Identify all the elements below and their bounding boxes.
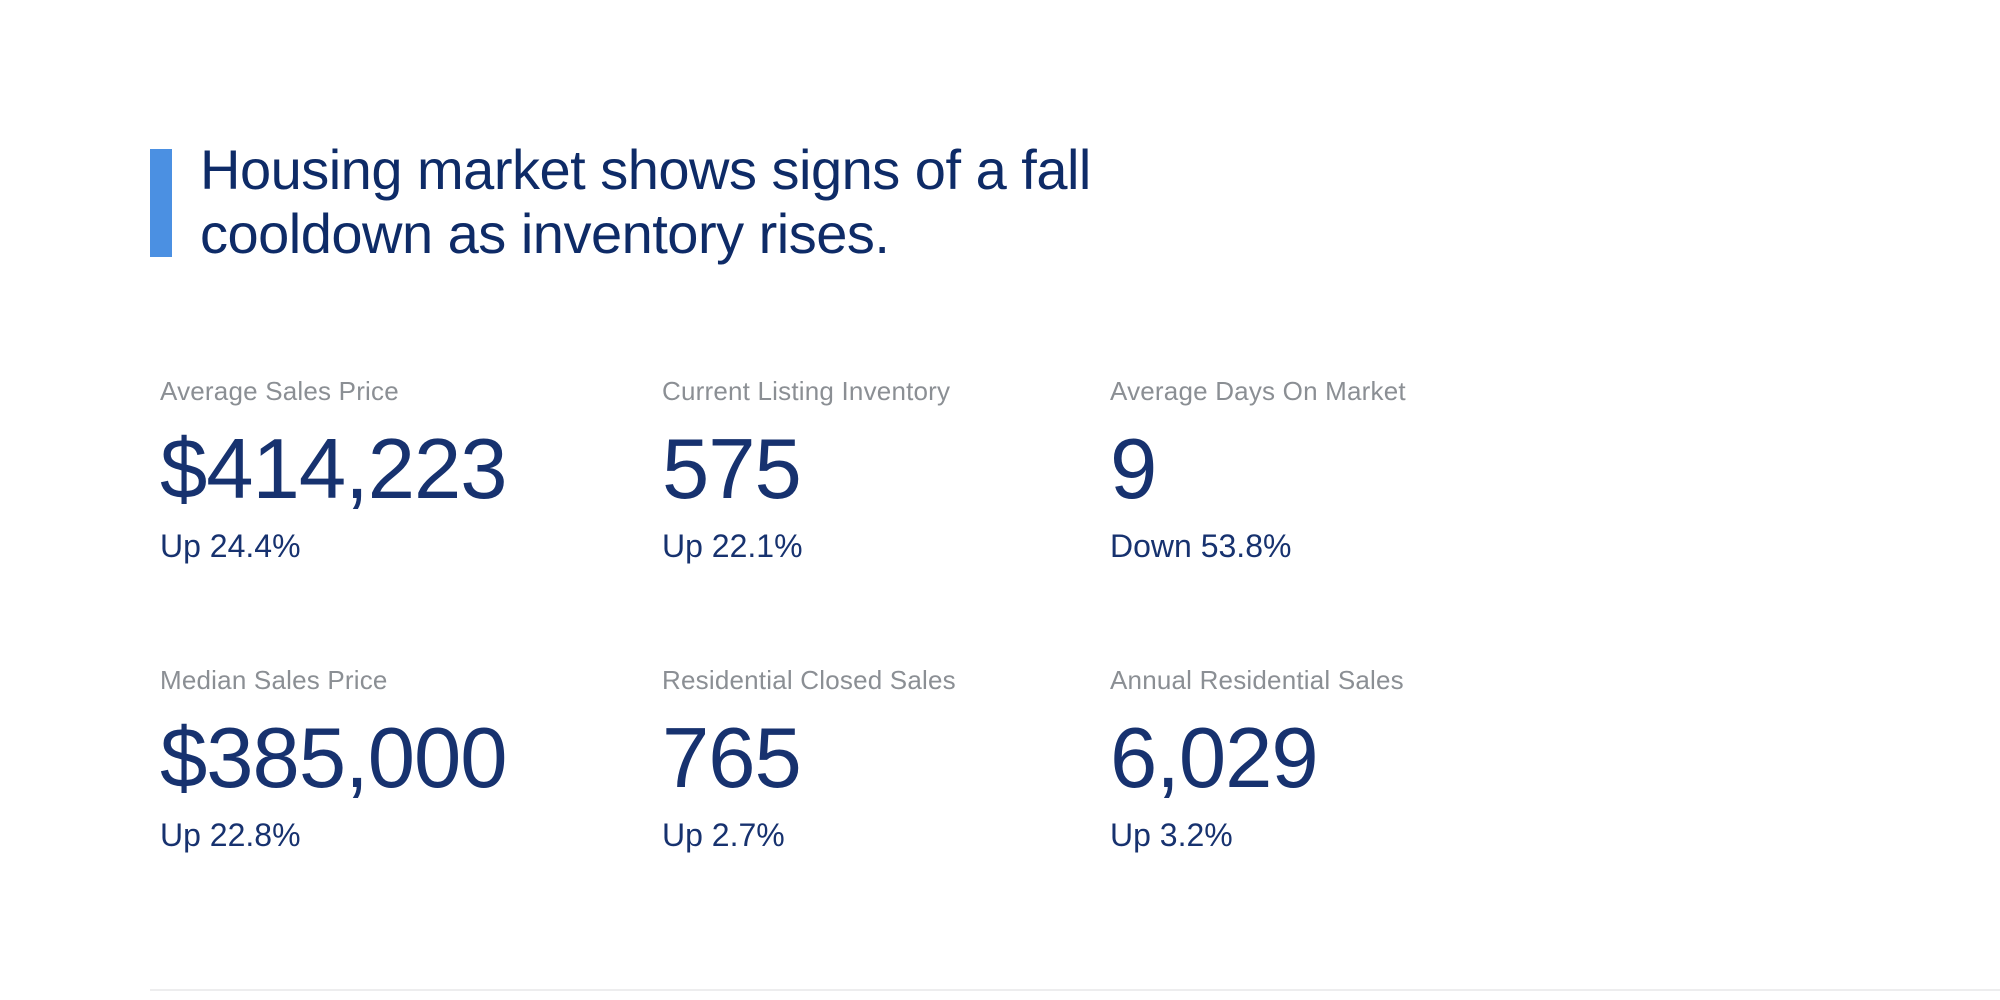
stat-value: 9	[1110, 422, 1157, 517]
stat-value: $385,000	[160, 711, 508, 806]
stats-grid: Average Sales Price $414,223 Up 24.4% Cu…	[160, 376, 1710, 854]
stat-value: 6,029	[1110, 711, 1319, 806]
headline-accent-bar	[150, 149, 172, 257]
page-title-line-1: Housing market shows signs of a fall	[200, 138, 1091, 201]
stat-residential-closed-sales: Residential Closed Sales 765 Up 2.7%	[662, 665, 1110, 854]
stat-value: 765	[662, 711, 802, 806]
headline-section: Housing market shows signs of a fall coo…	[150, 138, 1091, 266]
stat-value: 575	[662, 422, 802, 517]
stat-change: Up 24.4%	[160, 528, 301, 564]
stat-average-days-on-market: Average Days On Market 9 Down 53.8%	[1110, 376, 1710, 565]
stat-change: Down 53.8%	[1110, 528, 1292, 564]
stat-label: Median Sales Price	[160, 665, 388, 695]
stat-label: Annual Residential Sales	[1110, 665, 1404, 695]
stat-change: Up 22.8%	[160, 817, 301, 853]
stat-label: Average Days On Market	[1110, 376, 1406, 406]
page-title: Housing market shows signs of a fall coo…	[200, 138, 1091, 266]
stat-change: Up 3.2%	[1110, 817, 1233, 853]
stat-median-sales-price: Median Sales Price $385,000 Up 22.8%	[160, 665, 662, 854]
page-title-line-2: cooldown as inventory rises.	[200, 202, 890, 265]
stat-label: Residential Closed Sales	[662, 665, 956, 695]
stat-average-sales-price: Average Sales Price $414,223 Up 24.4%	[160, 376, 662, 565]
stat-change: Up 22.1%	[662, 528, 803, 564]
stat-label: Current Listing Inventory	[662, 376, 951, 406]
stat-annual-residential-sales: Annual Residential Sales 6,029 Up 3.2%	[1110, 665, 1710, 854]
stat-change: Up 2.7%	[662, 817, 785, 853]
stat-current-listing-inventory: Current Listing Inventory 575 Up 22.1%	[662, 376, 1110, 565]
stat-label: Average Sales Price	[160, 376, 399, 406]
bottom-divider	[150, 989, 2000, 991]
stat-value: $414,223	[160, 422, 508, 517]
